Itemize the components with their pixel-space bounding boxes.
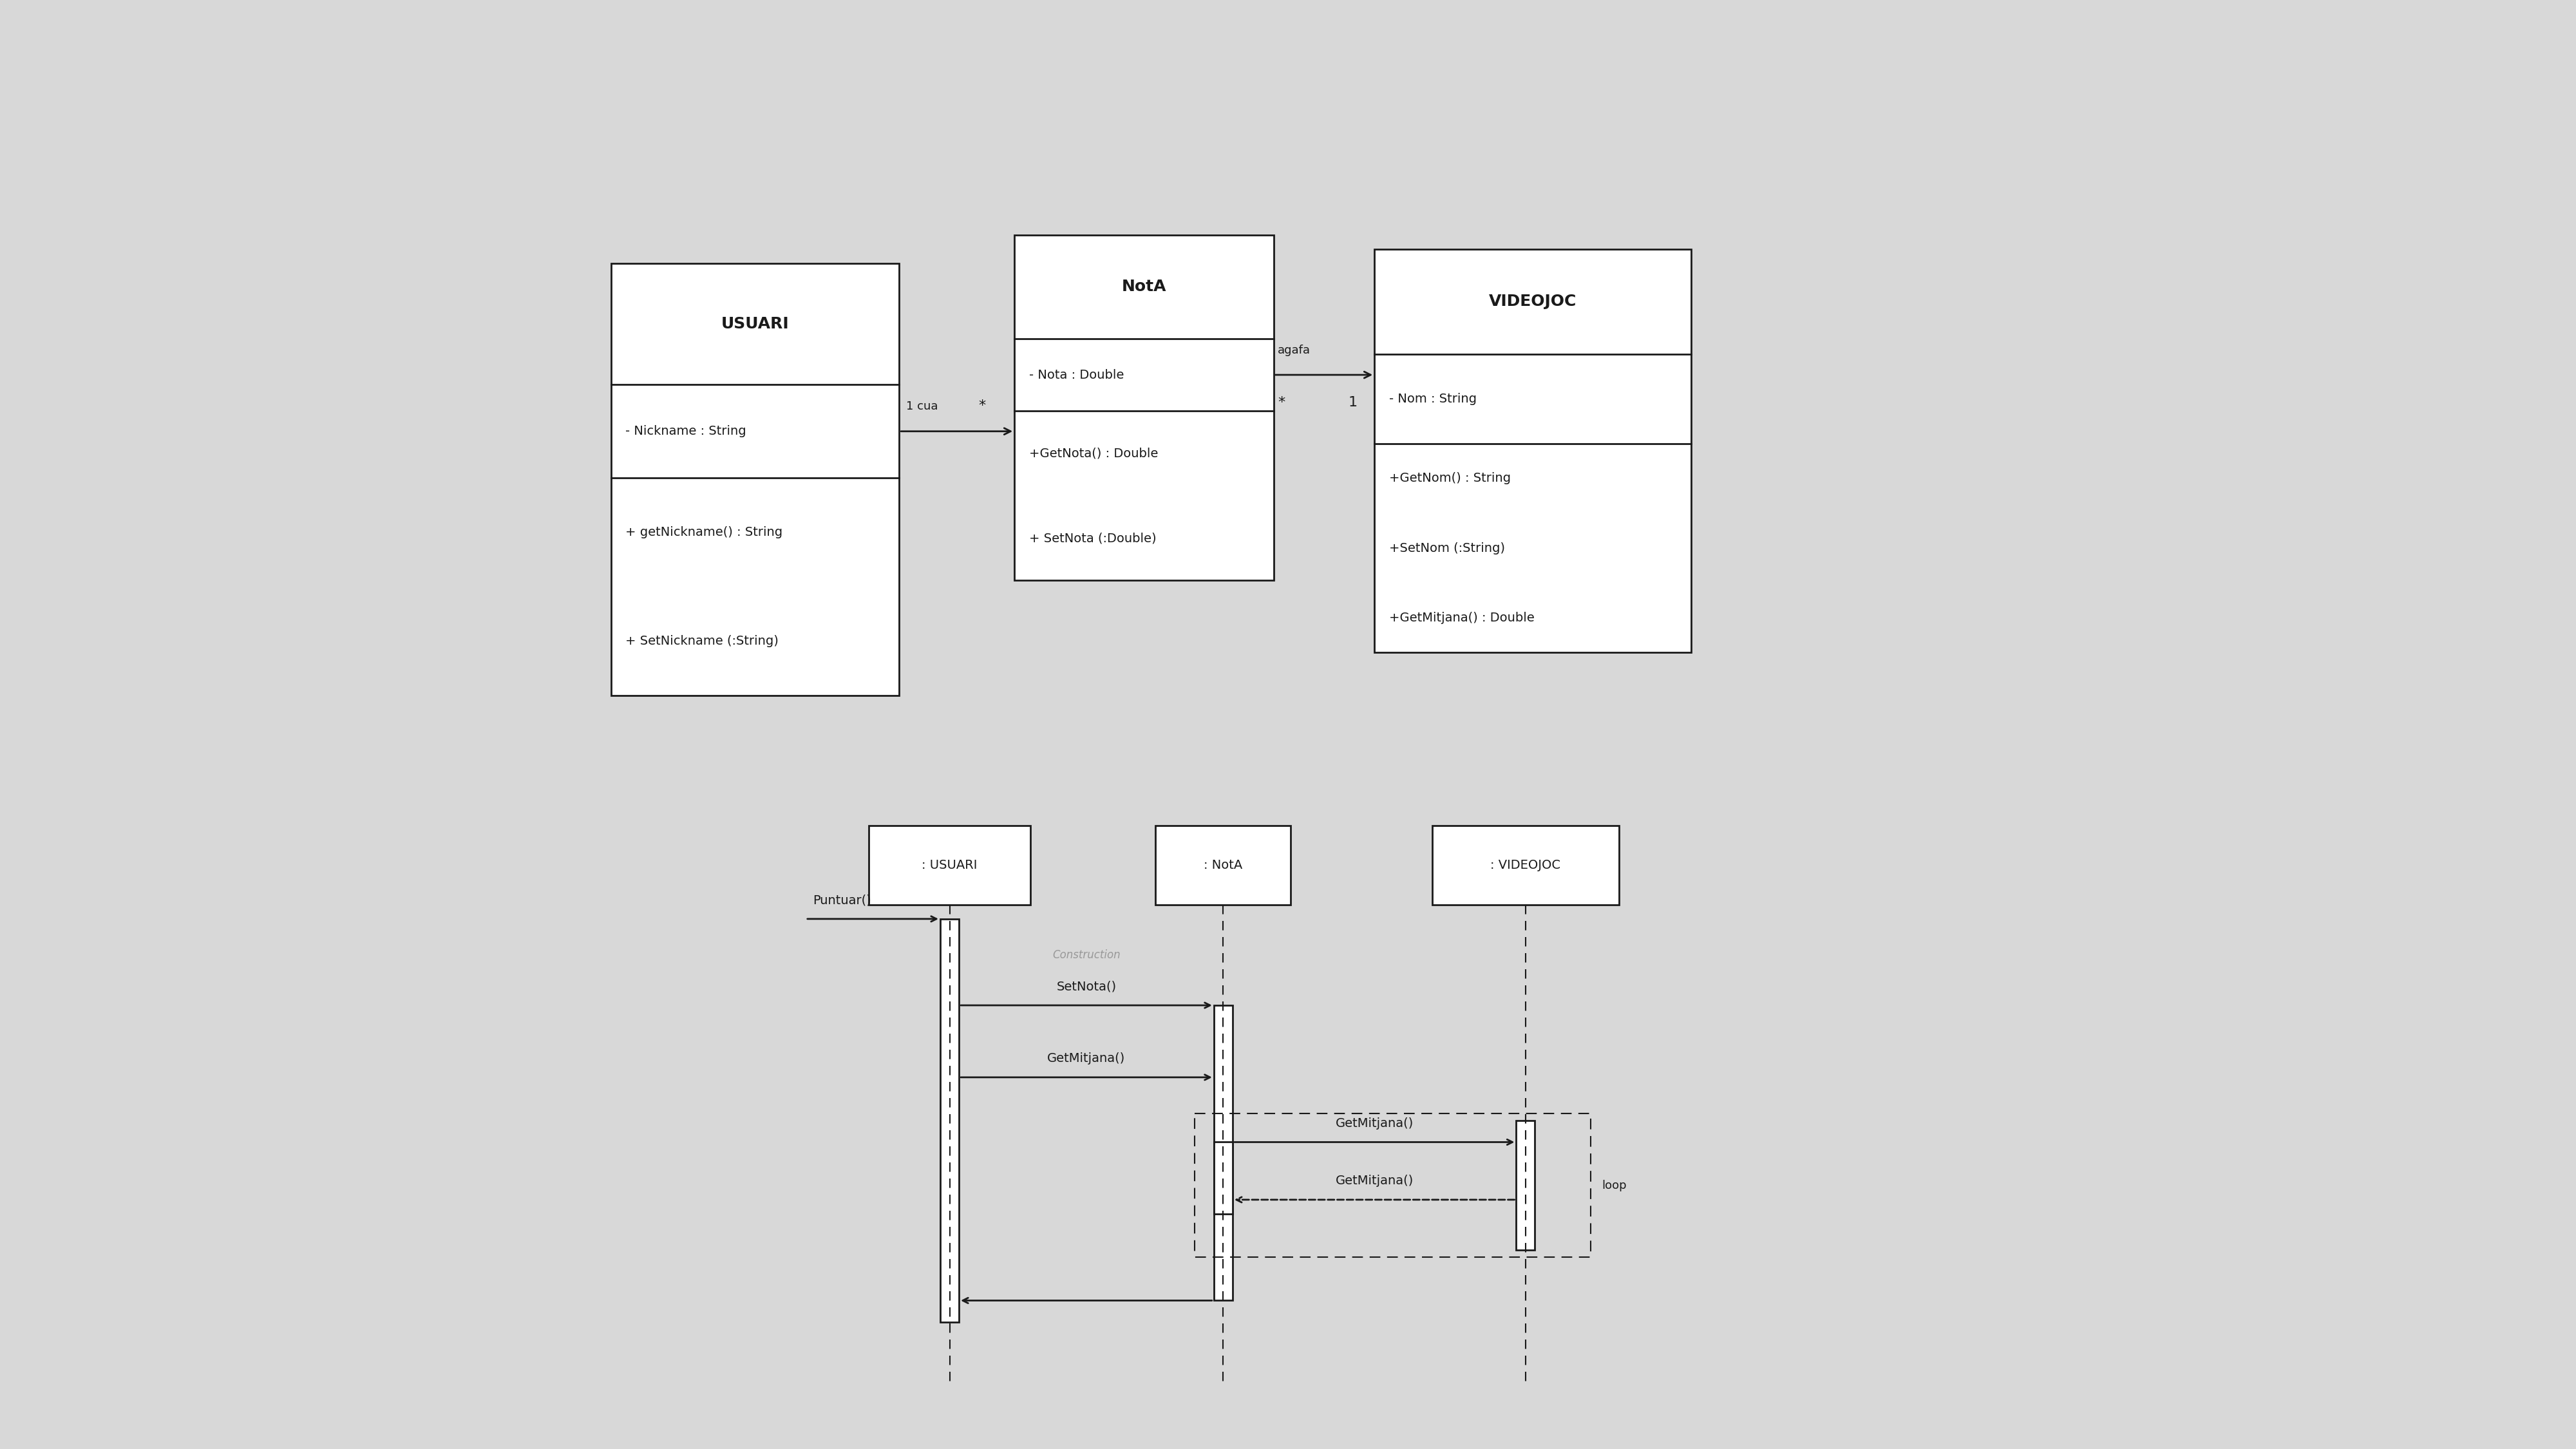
Text: - Nickname : String: - Nickname : String (626, 425, 747, 438)
Text: agafa: agafa (1278, 345, 1311, 356)
Text: *: * (979, 400, 987, 413)
Text: : USUARI: : USUARI (922, 859, 976, 871)
Text: +GetMitjana() : Double: +GetMitjana() : Double (1388, 611, 1535, 625)
Text: - Nom : String: - Nom : String (1388, 393, 1476, 404)
Text: GetMitjana(): GetMitjana() (1048, 1052, 1126, 1065)
Bar (1376, 249, 1692, 652)
Text: NotA: NotA (1121, 280, 1167, 294)
Text: USUARI: USUARI (721, 316, 788, 332)
Text: *: * (1278, 396, 1285, 409)
Bar (868, 826, 1030, 904)
Text: +GetNom() : String: +GetNom() : String (1388, 472, 1510, 484)
Text: 1: 1 (1347, 396, 1358, 409)
Text: SetNota(): SetNota() (1056, 981, 1115, 993)
Text: + SetNota (:Double): + SetNota (:Double) (1028, 532, 1157, 545)
Text: Puntuar(): Puntuar() (814, 894, 871, 906)
Text: : VIDEOJOC: : VIDEOJOC (1492, 859, 1561, 871)
Text: VIDEOJOC: VIDEOJOC (1489, 294, 1577, 310)
Text: +SetNom (:String): +SetNom (:String) (1388, 542, 1504, 554)
Text: 1 cua: 1 cua (907, 401, 938, 413)
Text: + SetNickname (:String): + SetNickname (:String) (626, 635, 778, 648)
Text: +GetNota() : Double: +GetNota() : Double (1028, 448, 1157, 459)
Bar (1157, 826, 1291, 904)
Bar (940, 919, 958, 1321)
Bar (1213, 1006, 1231, 1301)
Text: : NotA: : NotA (1203, 859, 1242, 871)
Text: Construction: Construction (1054, 949, 1121, 961)
Bar (1213, 1142, 1231, 1214)
Bar (1015, 235, 1273, 581)
Bar (1432, 826, 1620, 904)
Text: + getNickname() : String: + getNickname() : String (626, 526, 783, 539)
Text: GetMitjana(): GetMitjana() (1334, 1117, 1414, 1130)
Bar (1517, 1120, 1535, 1250)
Text: GetMitjana(): GetMitjana() (1334, 1175, 1414, 1187)
Bar (611, 264, 899, 696)
Text: loop: loop (1602, 1179, 1628, 1191)
Text: - Nota : Double: - Nota : Double (1028, 368, 1123, 381)
